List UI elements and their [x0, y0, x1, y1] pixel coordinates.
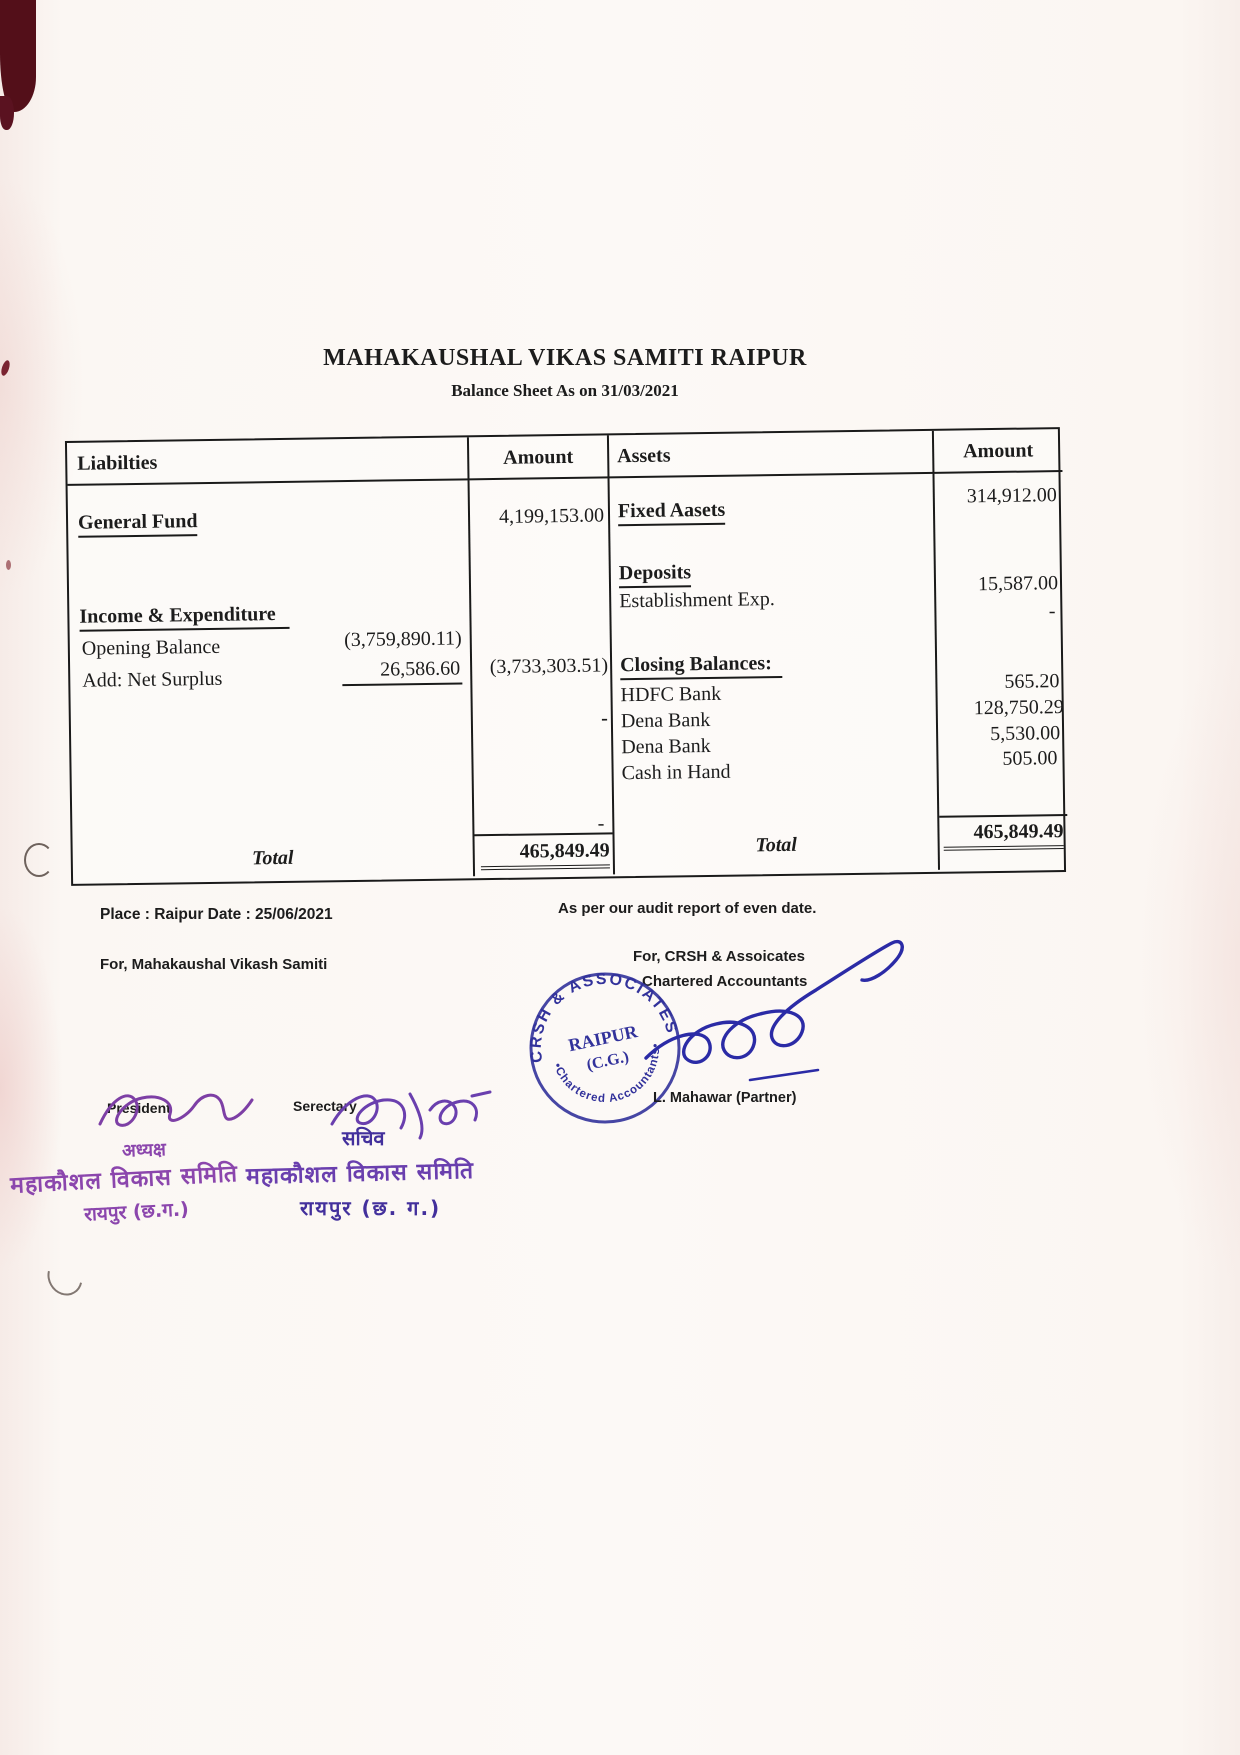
- firm-role-line: Chartered Accountants: [642, 973, 808, 990]
- scan-edge-mark: [6, 560, 11, 570]
- audit-note: As per our audit report of even date.: [558, 900, 817, 917]
- president-label: President: [107, 1100, 171, 1116]
- secretary-stamp-org: महाकौशल विकास समिति: [245, 1158, 475, 1190]
- president-stamp-city: रायपुर (छ.ग.): [83, 1198, 190, 1226]
- secretary-stamp-city: रायपुर (छ. ग.): [300, 1196, 442, 1220]
- establishment-amount: 15,587.00: [977, 572, 1059, 596]
- opening-balance-label: Opening Balance: [81, 635, 221, 660]
- fixed-assets-label: Fixed Aasets: [617, 498, 726, 527]
- president-stamp-org: महाकौशल विकास समिति: [9, 1161, 239, 1199]
- for-society-line: For, Mahakaushal Vikash Samiti: [100, 956, 328, 973]
- bank-row-amount: 5,530.00: [989, 722, 1061, 746]
- partner-signature: [644, 940, 904, 1082]
- liabilities-total-label: Total: [251, 846, 294, 870]
- assets-column: Fixed Aasets Deposits Establishment Exp.…: [609, 473, 941, 875]
- column-header-assets: Assets: [608, 430, 935, 479]
- total-rule: [474, 832, 613, 837]
- president-stamp-role: अध्यक्ष: [121, 1139, 167, 1162]
- bank-row-label: Dena Bank: [620, 708, 711, 733]
- stamp-center-state: (C.G.): [585, 1048, 630, 1073]
- assets-total-amount: 465,849.49: [943, 820, 1064, 851]
- bank-row-amount: 128,750.29: [973, 696, 1064, 720]
- scan-corner-stain: [0, 0, 36, 112]
- closing-balances-label: Closing Balances:: [619, 651, 783, 681]
- assets-total-label: Total: [755, 833, 798, 857]
- bank-row-amount: 505.00: [1002, 747, 1058, 770]
- secretary-signature: [330, 1090, 492, 1140]
- dash-after-establishment: -: [1048, 600, 1056, 623]
- liabilities-total-amount: 465,849.49: [480, 839, 610, 871]
- net-combined-amount: (3,733,303.51): [489, 654, 609, 679]
- general-fund-amount: 4,199,153.00: [498, 504, 605, 528]
- punch-hole-mark: [24, 843, 54, 877]
- liabilities-column: General Fund Income & Expenditure Openin…: [67, 480, 476, 882]
- president-signature: [98, 1093, 254, 1127]
- bank-row-label: Dena Bank: [621, 734, 711, 759]
- bank-row-label: HDFC Bank: [620, 682, 722, 707]
- net-surplus-value: 26,586.60: [342, 657, 463, 687]
- bank-row-label: Cash in Hand: [621, 760, 731, 785]
- dena-align-dash: -: [601, 707, 609, 730]
- establishment-label: Establishment Exp.: [619, 588, 775, 613]
- place-date-line: Place : Raipur Date : 25/06/2021: [100, 906, 333, 923]
- liabilities-amount-column: 4,199,153.00 (3,733,303.51) - - 465,849.…: [469, 478, 616, 877]
- net-surplus-label: Add: Net Surplus: [82, 667, 223, 692]
- column-header-liabilities: Liabilties: [66, 437, 470, 486]
- deposits-label: Deposits: [618, 561, 692, 589]
- partner-name-line: L. Mahawar (Partner): [653, 1090, 797, 1106]
- bank-row-amount: 565.20: [1004, 670, 1060, 693]
- punch-hole-mark: [40, 1252, 90, 1302]
- opening-balance-value: (3,759,890.11): [344, 627, 462, 652]
- total-rule: [939, 814, 1068, 818]
- fixed-assets-amount: 314,912.00: [966, 484, 1057, 508]
- column-header-amount-left: Amount: [468, 435, 610, 481]
- for-firm-line: For, CRSH & Assoicates: [633, 948, 805, 965]
- balance-sheet-table: Liabilties Amount Assets Amount General …: [64, 427, 1068, 886]
- secretary-stamp-role: सचिव: [342, 1126, 385, 1150]
- page-subtitle: Balance Sheet As on 31/03/2021: [451, 381, 679, 400]
- page-title: MAHAKAUSHAL VIKAS SAMITI RAIPUR: [323, 345, 807, 371]
- scan-corner-stain-tail: [0, 96, 14, 130]
- assets-amount-column: 314,912.00 15,587.00 - 565.20 128,750.29…: [934, 472, 1068, 870]
- income-expenditure-label: Income & Expenditure: [79, 602, 290, 632]
- column-header-amount-right: Amount: [933, 429, 1063, 474]
- general-fund-label: General Fund: [77, 510, 198, 538]
